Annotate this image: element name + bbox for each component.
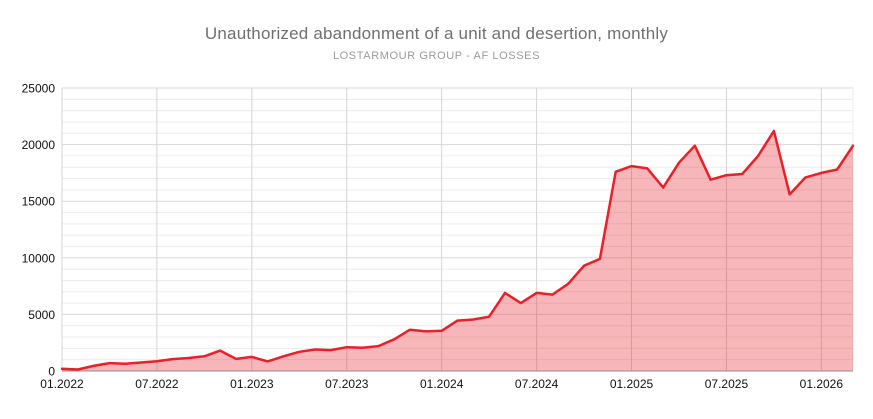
x-axis-tick-label: 01.2026 bbox=[800, 377, 844, 391]
x-axis-tick-label: 07.2025 bbox=[705, 377, 749, 391]
y-axis-tick-label: 15000 bbox=[22, 195, 56, 209]
x-axis-tick-label: 01.2025 bbox=[610, 377, 654, 391]
x-axis-tick-label: 01.2022 bbox=[40, 377, 84, 391]
chart-title: Unauthorized abandonment of a unit and d… bbox=[204, 24, 669, 43]
chart-subtitle: LOSTARMOUR GROUP - AF LOSSES bbox=[332, 50, 541, 62]
x-axis-tick-label: 01.2023 bbox=[230, 377, 274, 391]
y-axis-tick-label: 25000 bbox=[22, 82, 56, 96]
line-series[interactable] bbox=[60, 129, 855, 371]
x-axis-tick-label: 07.2024 bbox=[515, 377, 559, 391]
chart-header: Unauthorized abandonment of a unit and d… bbox=[0, 0, 873, 62]
x-axis-tick-label: 07.2023 bbox=[325, 377, 369, 391]
y-axis-tick-label: 10000 bbox=[22, 251, 56, 265]
y-axis-tick-label: 0 bbox=[48, 365, 55, 379]
y-axis-tick-label: 20000 bbox=[22, 138, 56, 152]
area-series-fill[interactable] bbox=[62, 131, 853, 371]
x-axis-tick-label: 07.2022 bbox=[135, 377, 179, 391]
y-axis-tick-label: 5000 bbox=[28, 308, 55, 322]
x-axis-tick-label: 01.2024 bbox=[420, 377, 464, 391]
